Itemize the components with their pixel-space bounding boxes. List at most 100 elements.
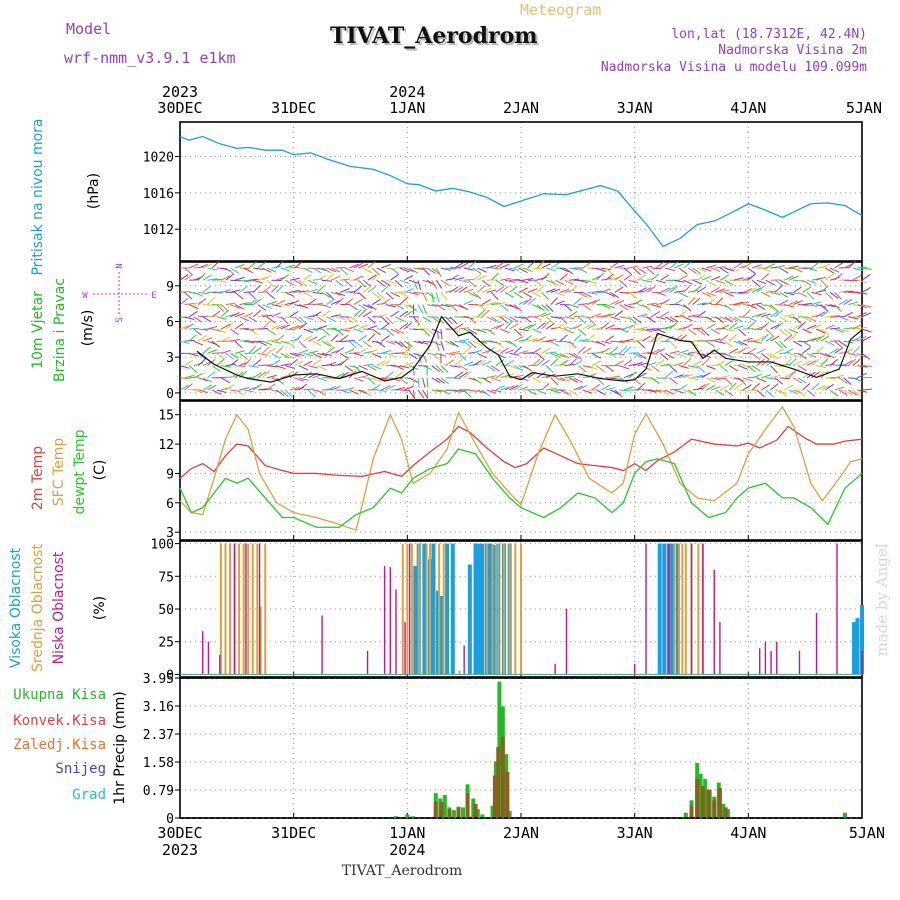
wind-barb <box>738 340 748 346</box>
wind-barb <box>495 286 505 293</box>
wind-barb <box>747 316 757 322</box>
wind-barb <box>623 346 632 354</box>
wind-barb <box>491 349 501 354</box>
cloud-bar <box>690 543 693 675</box>
wind-barb <box>179 274 189 281</box>
wind-barb <box>239 285 248 293</box>
wind-barb <box>605 352 616 356</box>
wind-barb <box>834 273 843 281</box>
wind-barb <box>303 335 313 342</box>
wind-barb <box>513 328 522 337</box>
wind-barb <box>701 275 712 281</box>
wind-barb <box>285 328 296 331</box>
wind-barb <box>843 263 853 269</box>
wind-barb <box>829 267 840 273</box>
wind-barb <box>344 365 354 372</box>
wind-barb <box>207 371 216 379</box>
wind-barb <box>752 302 763 306</box>
wind-barb <box>390 273 399 281</box>
cloud-bar <box>861 650 863 675</box>
wind-barb <box>848 352 859 356</box>
wind-barb <box>715 340 726 344</box>
wind-barb <box>376 340 386 348</box>
wind-barb <box>367 286 377 293</box>
wind-barb <box>523 316 532 323</box>
wind-barb <box>532 267 543 270</box>
wind-barb <box>596 272 604 281</box>
wind-barb <box>321 279 332 282</box>
wind-barb <box>385 304 396 308</box>
wind-barb <box>399 322 409 330</box>
wind-barb <box>779 377 790 380</box>
wind-barb <box>262 314 273 318</box>
wind-barb <box>816 385 826 391</box>
wind-barb <box>788 389 799 395</box>
wind-barb <box>550 340 560 347</box>
wind-barb <box>184 323 194 330</box>
wind-barb <box>605 291 615 297</box>
cloud-bar <box>422 543 427 675</box>
wind-barb <box>793 377 803 384</box>
wind-speed-line <box>196 315 863 383</box>
wind-barb <box>435 341 440 351</box>
wind-barb <box>340 288 350 293</box>
wind-barb <box>458 353 467 361</box>
wind-barb <box>367 333 376 342</box>
wind-barb <box>271 352 281 360</box>
wind-barb <box>665 364 676 367</box>
wind-barb <box>513 336 524 342</box>
wind-barb <box>280 363 291 367</box>
wind-barb <box>426 328 436 336</box>
wind-barb <box>490 272 499 281</box>
wind-barb <box>198 298 207 305</box>
wind-barb <box>806 304 818 307</box>
wind-barb <box>330 314 341 318</box>
wind-barb <box>802 279 812 286</box>
wind-barb <box>193 316 203 323</box>
wind-barb <box>719 274 729 281</box>
wind-barb <box>308 314 319 318</box>
wind-barb <box>843 327 854 330</box>
wind-barb <box>234 292 244 300</box>
wind-barb <box>518 279 529 284</box>
wind-barb <box>330 328 341 332</box>
wind-barb <box>221 289 231 293</box>
wind-barb <box>326 298 336 306</box>
wind-barb <box>486 375 497 379</box>
wind-barb <box>619 328 630 333</box>
wind-barb <box>188 365 197 373</box>
wind-dir-w: W <box>82 291 88 301</box>
wind-barb <box>413 340 424 345</box>
wind-barb <box>646 389 657 393</box>
wind-barb <box>399 365 410 369</box>
wind-barb <box>491 389 502 393</box>
precip-bar <box>683 812 688 818</box>
wind-barb <box>751 353 761 360</box>
wind-barb <box>330 275 341 281</box>
wind-barb <box>207 267 218 271</box>
wind-barb <box>184 359 194 367</box>
wind-barb <box>335 347 344 354</box>
wind-barb <box>326 340 335 349</box>
wind-barb <box>353 377 364 382</box>
top-day-label: 2JAN <box>503 99 539 117</box>
elevation-text: Nadmorska Visina 2m <box>718 43 867 58</box>
wind-barb <box>385 328 394 336</box>
wind-barb <box>289 386 300 391</box>
wind-barb <box>719 384 730 391</box>
wind-barb <box>330 385 341 391</box>
wind-barb <box>303 352 314 357</box>
wind-barb <box>701 358 710 366</box>
wind-barb <box>403 310 413 318</box>
wind-barb <box>335 279 344 287</box>
wind-barb <box>486 328 496 336</box>
wind-barb <box>550 288 561 293</box>
wind-barb <box>463 288 474 293</box>
cloud-bar <box>467 564 472 675</box>
wind-barb <box>655 316 666 320</box>
wind-barb <box>367 325 378 330</box>
wind-barb <box>431 292 434 303</box>
wind-barb <box>477 285 486 293</box>
wind-barb <box>239 316 249 322</box>
wind-barb <box>431 267 440 275</box>
